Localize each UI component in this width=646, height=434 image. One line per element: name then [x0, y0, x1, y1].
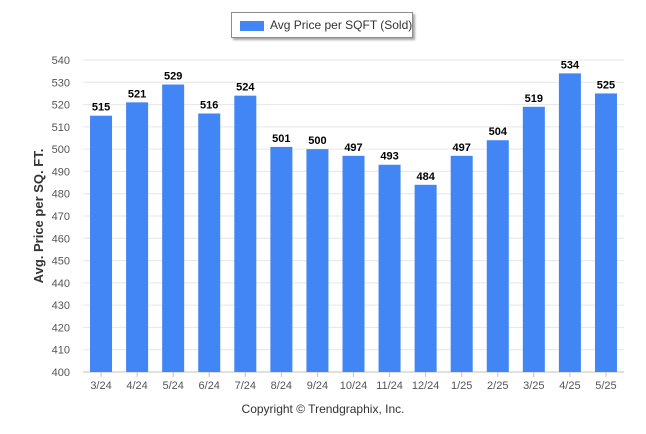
- bar-5-25: [594, 93, 617, 372]
- bar-3-24: [90, 115, 113, 372]
- copyright-text: Copyright © Trendgraphix, Inc.: [241, 402, 405, 416]
- x-tick-label: 6/24: [199, 380, 220, 392]
- y-tick-label: 520: [52, 100, 70, 112]
- bar-10-24: [342, 155, 365, 372]
- y-tick-label: 510: [52, 122, 70, 134]
- data-label: 515: [92, 102, 110, 114]
- bar-11-24: [378, 164, 401, 372]
- data-label: 534: [561, 59, 580, 71]
- y-tick-label: 440: [52, 278, 70, 290]
- x-tick-label: 3/25: [523, 380, 544, 392]
- x-tick-label: 2/25: [487, 380, 508, 392]
- bar-8-24: [270, 146, 293, 372]
- y-tick-label: 490: [52, 166, 70, 178]
- x-tick-label: 5/24: [162, 380, 183, 392]
- data-label: 493: [380, 151, 398, 163]
- legend-swatch: [240, 21, 264, 31]
- bar-4-25: [558, 73, 581, 372]
- bar-3-25: [522, 106, 545, 373]
- data-label: 525: [597, 79, 615, 91]
- x-tick-label: 11/24: [376, 380, 403, 392]
- data-label: 504: [489, 126, 508, 138]
- data-label: 501: [272, 133, 290, 145]
- x-tick-label: 4/25: [559, 380, 580, 392]
- bar-7-24: [234, 95, 257, 373]
- data-label: 500: [308, 135, 326, 147]
- data-label: 519: [525, 93, 543, 105]
- x-tick-label: 1/25: [451, 380, 472, 392]
- data-label: 497: [453, 142, 471, 154]
- y-axis-title: Avg. Price per SQ. FT.: [31, 149, 46, 284]
- x-tick-label: 3/24: [90, 380, 111, 392]
- y-tick-label: 450: [52, 256, 70, 268]
- bar-5-24: [162, 84, 185, 372]
- y-tick-label: 480: [52, 189, 70, 201]
- x-tick-label: 7/24: [235, 380, 256, 392]
- x-tick-label: 12/24: [412, 380, 440, 392]
- legend: Avg Price per SQFT (Sold): [231, 12, 413, 38]
- y-tick-label: 420: [52, 322, 70, 334]
- y-tick-label: 500: [52, 144, 70, 156]
- y-tick-label: 530: [52, 77, 70, 89]
- bar-12-24: [414, 184, 437, 372]
- x-tick-label: 10/24: [340, 380, 368, 392]
- data-label: 521: [128, 88, 146, 100]
- data-label: 529: [164, 71, 182, 83]
- data-label: 524: [236, 82, 255, 94]
- bar-1-25: [450, 155, 473, 372]
- data-label: 516: [200, 99, 218, 111]
- data-label: 497: [344, 142, 362, 154]
- bar-4-24: [126, 102, 149, 372]
- y-tick-label: 410: [52, 345, 70, 357]
- y-tick-label: 430: [52, 300, 70, 312]
- y-tick-label: 400: [52, 367, 70, 379]
- y-tick-label: 470: [52, 211, 70, 223]
- legend-label: Avg Price per SQFT (Sold): [270, 18, 413, 32]
- x-tick-label: 5/25: [595, 380, 616, 392]
- x-tick-label: 8/24: [271, 380, 292, 392]
- data-label: 484: [416, 171, 435, 183]
- x-tick-label: 4/24: [126, 380, 147, 392]
- bar-2-25: [486, 140, 509, 372]
- y-tick-label: 540: [52, 55, 70, 67]
- y-tick-label: 460: [52, 233, 70, 245]
- bar-9-24: [306, 149, 329, 372]
- bar-6-24: [198, 113, 221, 372]
- x-tick-label: 9/24: [307, 380, 328, 392]
